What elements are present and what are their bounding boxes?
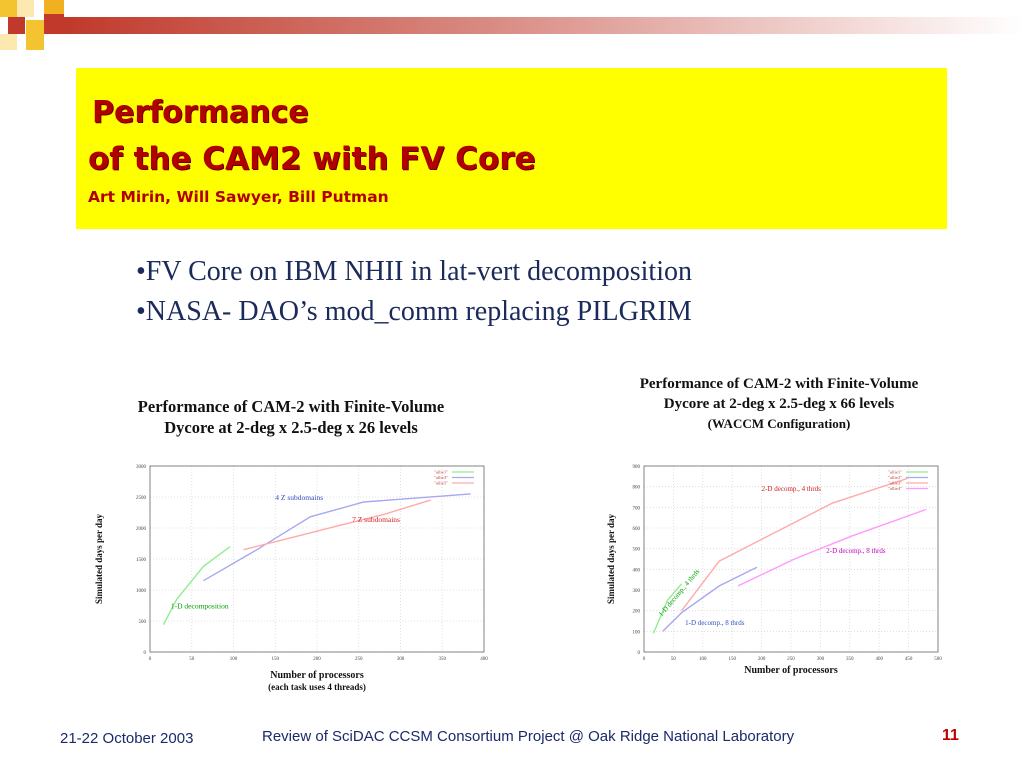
plot-frame <box>149 465 485 653</box>
chart2-subtitle: (WACCM Configuration) <box>707 416 851 431</box>
footer-center-text: Review of SciDAC CCSM Consortium Project… <box>262 728 795 745</box>
bullet-item: •FV Core on IBM NHII in lat-vert decompo… <box>136 256 692 287</box>
legend-label: "allie4" <box>888 486 902 491</box>
chart2-title-line2: Dycore at 2-deg x 2.5-deg x 66 levels <box>663 396 895 412</box>
series-line-3 <box>243 499 431 551</box>
y-tick-label: 400 <box>633 568 641 573</box>
bullet-item: •NASA- DAO’s mod_comm replacing PILGRIM <box>136 296 692 327</box>
x-tick-label: 150 <box>272 657 280 662</box>
x-tick-label: 400 <box>480 657 488 662</box>
y-tick-label: 500 <box>139 620 147 625</box>
annotation-label: 4 Z subdomains <box>275 493 323 502</box>
deco-square <box>0 34 17 50</box>
y-tick-label: 500 <box>633 548 641 553</box>
x-axis-note: (each task uses 4 threads) <box>268 682 366 692</box>
deco-square <box>8 17 25 34</box>
y-tick-label: 1500 <box>136 558 147 563</box>
x-tick-label: 0 <box>643 657 646 662</box>
x-tick-label: 300 <box>397 657 405 662</box>
header-fade-bar <box>64 17 1024 34</box>
legend-label: "allie3" <box>434 475 448 480</box>
plot-frame <box>643 465 939 653</box>
y-tick-label: 900 <box>633 465 641 470</box>
x-tick-label: 250 <box>787 657 795 662</box>
y-tick-label: 2000 <box>136 527 147 532</box>
x-tick-label: 150 <box>728 657 736 662</box>
annotation-label: 2-D decomp., 8 thrds <box>826 547 886 555</box>
y-axis-label: Simulated days per day <box>94 513 104 604</box>
annotation-label: 1-D decomposition <box>171 602 229 611</box>
x-tick-label: 500 <box>934 657 942 662</box>
y-tick-label: 700 <box>633 506 641 511</box>
series-line-1 <box>162 546 231 626</box>
footer-date: 21-22 October 2003 <box>60 730 194 747</box>
x-tick-label: 350 <box>846 657 854 662</box>
x-tick-label: 100 <box>699 657 707 662</box>
deco-square <box>44 0 64 14</box>
y-tick-label: 800 <box>633 486 641 491</box>
chart1: 0 500 1000 1500 2000 2500 3000 0 50 100 150 200 250 3… <box>94 465 488 692</box>
slide-authors: Art Mirin, Will Sawyer, Bill Putman <box>88 188 389 206</box>
y-tick-label: 1000 <box>136 589 147 594</box>
chart1-title: Performance of CAM-2 with Finite-Volume … <box>96 396 486 438</box>
x-tick-label: 400 <box>875 657 883 662</box>
legend-label: "allie5" <box>434 481 448 486</box>
y-tick-label: 100 <box>633 630 641 635</box>
deco-square <box>17 0 34 17</box>
slide-title-line2: of the CAM2 with FV Core <box>88 141 536 177</box>
legend-label: "allie3" <box>888 481 902 486</box>
x-tick-label: 0 <box>149 657 152 662</box>
x-tick-label: 350 <box>439 657 447 662</box>
y-tick-label: 0 <box>638 651 641 656</box>
slide-number: 11 <box>942 727 959 744</box>
x-tick-label: 100 <box>230 657 238 662</box>
series-line-3 <box>681 477 908 612</box>
annotation-label: 1-D decomp., 8 thrds <box>685 619 745 627</box>
y-tick-label: 300 <box>633 589 641 594</box>
y-tick-label: 3000 <box>136 465 147 470</box>
x-tick-label: 450 <box>905 657 913 662</box>
y-tick-label: 600 <box>633 527 641 532</box>
x-tick-label: 300 <box>817 657 825 662</box>
x-tick-label: 250 <box>355 657 363 662</box>
y-tick-label: 200 <box>633 610 641 615</box>
chart1-title-line2: Dycore at 2-deg x 2.5-deg x 26 levels <box>164 418 418 437</box>
deco-square <box>26 36 44 50</box>
legend-label: "allie2" <box>888 475 902 480</box>
header-decoration <box>0 0 1024 50</box>
deco-square <box>26 20 44 36</box>
legend-label: "allie1" <box>434 470 448 475</box>
chart2-title-line1: Performance of CAM-2 with Finite-Volume <box>639 376 919 392</box>
slide-title-line1: Performance <box>92 95 309 130</box>
x-tick-label: 50 <box>189 657 195 662</box>
legend-label: "allie1" <box>888 470 902 475</box>
annotation-label: 2-D decomp., 4 thrds <box>762 485 822 493</box>
series-line-2 <box>662 566 758 632</box>
title-box: Performance of the CAM2 with FV Core Art… <box>76 68 947 229</box>
bullet-list: •FV Core on IBM NHII in lat-vert decompo… <box>136 252 692 332</box>
x-axis-label: Number of processors <box>744 665 838 676</box>
series-line-4 <box>737 508 927 587</box>
y-axis-label: Simulated days per day <box>606 513 616 604</box>
x-tick-label: 200 <box>313 657 321 662</box>
deco-square <box>44 14 64 34</box>
x-axis-label: Number of processors <box>270 670 364 681</box>
y-tick-label: 2500 <box>136 496 147 501</box>
chart2-title: Performance of CAM-2 with Finite-Volume … <box>596 374 962 434</box>
deco-square <box>0 0 17 17</box>
x-tick-label: 50 <box>671 657 677 662</box>
annotation-label: 7 Z subdomains <box>352 515 400 524</box>
chart1-title-line1: Performance of CAM-2 with Finite-Volume <box>137 397 445 416</box>
y-tick-label: 0 <box>144 651 147 656</box>
x-tick-label: 200 <box>758 657 766 662</box>
chart2: 0 100 200 300 400 500 600 700 800 900 0 50 100 150 200… <box>606 465 942 676</box>
series-line-1 <box>652 583 683 634</box>
series-line-2 <box>203 493 471 582</box>
